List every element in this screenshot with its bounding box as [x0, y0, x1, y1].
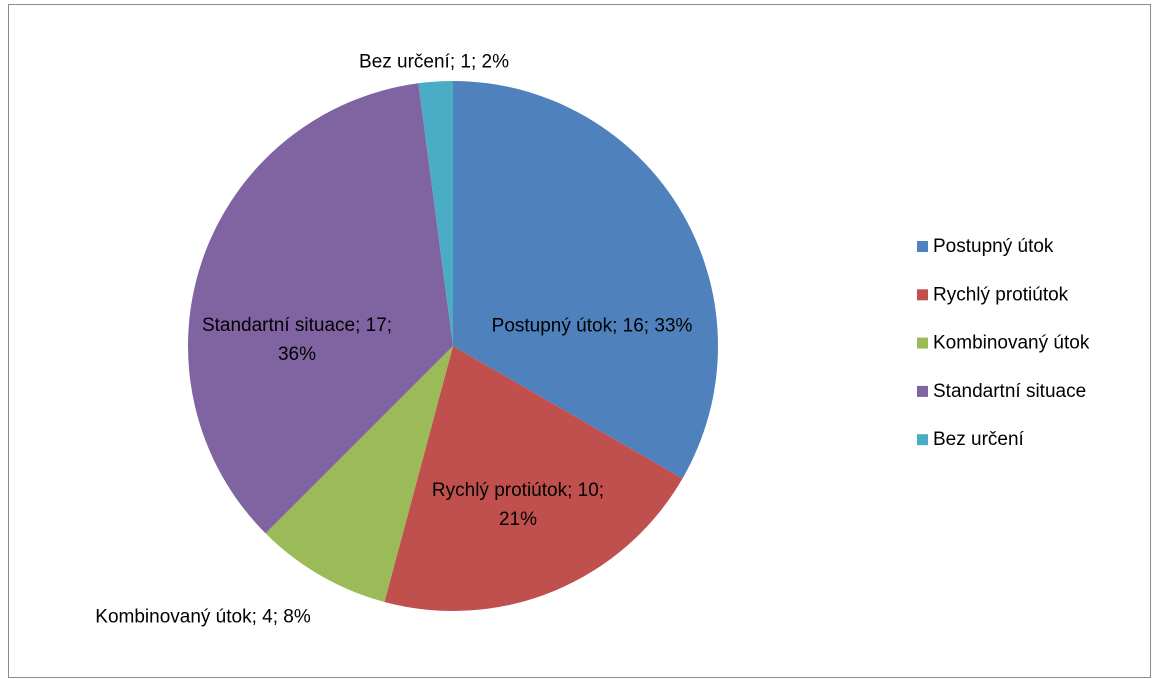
- legend-label: Kombinovaný útok: [933, 333, 1090, 354]
- pie-slice: [384, 346, 683, 611]
- pie-slice: [453, 81, 718, 479]
- legend-label: Postupný útok: [933, 236, 1054, 257]
- data-label: Kombinovaný útok; 4; 8%: [95, 606, 311, 628]
- legend-label: Standartní situace: [933, 381, 1086, 402]
- data-label: Standartní situace; 17; 36%: [201, 315, 393, 365]
- legend-label: Bez určení: [933, 429, 1025, 450]
- data-label: Rychlý protiútok; 10; 21%: [431, 480, 605, 530]
- legend-swatch: [917, 385, 928, 397]
- pie-slice: [187, 83, 453, 534]
- data-label: Postupný útok; 16; 33%: [491, 315, 693, 337]
- legend-label: Rychlý protiútok: [933, 284, 1069, 305]
- data-label: Bez určení; 1; 2%: [359, 51, 509, 73]
- legend-swatch: [917, 434, 928, 446]
- pie-slice: [418, 81, 453, 346]
- legend-swatch: [917, 241, 928, 252]
- pie-slice: [265, 346, 453, 602]
- legend-swatch: [917, 337, 928, 349]
- legend-swatch: [917, 289, 928, 301]
